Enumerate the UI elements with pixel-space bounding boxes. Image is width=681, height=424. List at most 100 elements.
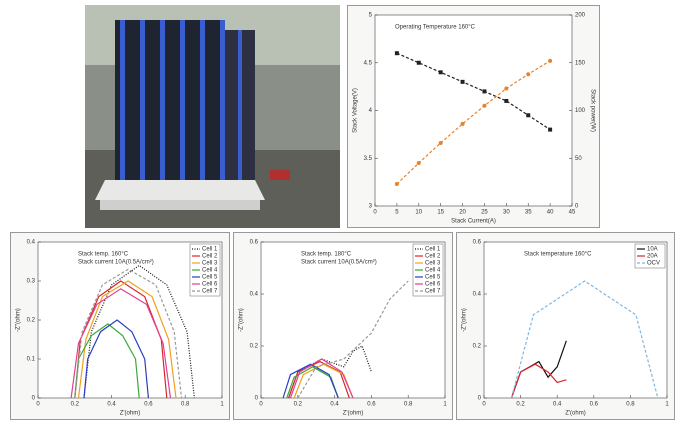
x-tick-label: 40 — [547, 210, 554, 216]
series-line — [83, 319, 149, 399]
y-tick-label: 0.6 — [250, 240, 259, 246]
y-tick-label: 0.2 — [473, 344, 482, 350]
x-tick-label: 0 — [36, 402, 40, 408]
x-tick-label: 30 — [503, 210, 510, 216]
x-tick-label: 0.2 — [294, 402, 303, 408]
series-line — [396, 60, 551, 185]
legend-label: Cell 6 — [425, 282, 441, 288]
y2-tick-label: 150 — [575, 60, 586, 66]
y-tick-label: 3 — [369, 204, 373, 210]
marker — [438, 70, 443, 75]
x-tick-label: 0 — [482, 402, 486, 408]
marker — [438, 140, 443, 145]
series-line — [77, 280, 177, 399]
y-axis-label: -Z''(ohm) — [239, 308, 245, 332]
y2-axis-label: Stack power(W) — [589, 89, 595, 132]
y-tick-label: 0 — [478, 396, 482, 402]
y-tick-label: 0.2 — [27, 318, 36, 324]
x-tick-label: 1 — [443, 402, 447, 408]
plot-area — [374, 14, 573, 207]
y-axis-label: -Z''(ohm) — [462, 308, 468, 332]
annotation: Stack temp. 160°C — [78, 252, 129, 258]
legend-label: Cell 3 — [202, 261, 218, 267]
x-tick-label: 45 — [569, 210, 576, 216]
annotation: Stack temperature 160°C — [524, 252, 592, 258]
legend-label: Cell 6 — [202, 282, 218, 288]
series-line — [74, 323, 140, 399]
x-tick-label: 1 — [220, 402, 224, 408]
marker — [526, 113, 531, 118]
y-tick-label: 3.5 — [364, 156, 373, 162]
x-tick-label: 0.2 — [516, 402, 525, 408]
y-axis-label: -Z''(ohm) — [16, 308, 22, 332]
legend-label: 10A — [647, 247, 658, 253]
marker — [526, 72, 531, 77]
y-tick-label: 0.1 — [27, 357, 36, 363]
legend-label: Cell 5 — [202, 275, 218, 281]
x-tick-label: 25 — [481, 210, 488, 216]
legend-label: Cell 2 — [202, 254, 218, 260]
legend-label: Cell 2 — [425, 254, 441, 260]
y-tick-label: 5 — [369, 13, 373, 19]
y-tick-label: 0.4 — [473, 292, 482, 298]
series-line — [70, 288, 172, 399]
marker — [548, 127, 553, 132]
x-tick-label: 20 — [459, 210, 466, 216]
series-line — [288, 360, 350, 399]
marker — [482, 89, 487, 94]
annotation: Operating Temperature 160°C — [395, 25, 476, 31]
series-line — [74, 268, 183, 399]
marker — [548, 58, 553, 63]
x-tick-label: 0.8 — [626, 402, 635, 408]
y2-tick-label: 200 — [575, 13, 586, 19]
y-tick-label: 4 — [369, 108, 373, 114]
y2-tick-label: 0 — [575, 204, 579, 210]
legend-label: OCV — [647, 261, 660, 267]
legend-label: Cell 1 — [425, 247, 441, 253]
x-tick-label: 5 — [395, 210, 399, 216]
marker — [416, 161, 421, 166]
legend-label: Cell 1 — [202, 247, 218, 253]
x-tick-label: 0.8 — [181, 402, 190, 408]
x-axis-label: Z'(ohm) — [120, 411, 140, 417]
annotation: Stack temp. 180°C — [301, 252, 352, 258]
x-tick-label: 0.4 — [107, 402, 116, 408]
y-tick-label: 0 — [255, 396, 259, 402]
marker — [460, 79, 465, 84]
y-tick-label: 4.5 — [364, 60, 373, 66]
x-tick-label: 0.6 — [590, 402, 599, 408]
x-tick-label: 0 — [259, 402, 263, 408]
legend-label: Cell 7 — [202, 289, 218, 295]
legend-label: Cell 5 — [425, 275, 441, 281]
marker — [394, 51, 399, 56]
annotation: Stack current 10A(0.5A/cm²) — [301, 260, 377, 266]
y2-tick-label: 100 — [575, 108, 586, 114]
x-tick-label: 0.6 — [144, 402, 153, 408]
x-axis-label: Stack Current(A) — [451, 219, 496, 225]
series-line — [510, 280, 659, 399]
series-line — [289, 358, 354, 399]
legend-label: Cell 4 — [425, 268, 441, 274]
annotation: Stack current 10A(0.5A/cm²) — [78, 260, 154, 266]
x-tick-label: 0.2 — [71, 402, 80, 408]
legend-label: 20A — [647, 254, 658, 260]
legend-label: Cell 4 — [202, 268, 218, 274]
series-line — [282, 363, 339, 399]
marker — [394, 182, 399, 187]
y-tick-label: 0.4 — [250, 292, 259, 298]
y-tick-label: 0.2 — [250, 344, 259, 350]
series-line — [297, 280, 409, 399]
x-tick-label: 0.6 — [367, 402, 376, 408]
y2-tick-label: 50 — [575, 156, 582, 162]
marker — [416, 60, 421, 65]
marker — [504, 86, 509, 91]
x-tick-label: 15 — [437, 210, 444, 216]
y-tick-label: 0.6 — [473, 240, 482, 246]
x-tick-label: 0 — [373, 210, 377, 216]
y-tick-label: 0.4 — [27, 240, 36, 246]
x-tick-label: 0.4 — [553, 402, 562, 408]
marker — [504, 98, 509, 103]
y-tick-label: 0 — [32, 396, 36, 402]
series-line — [396, 52, 551, 131]
